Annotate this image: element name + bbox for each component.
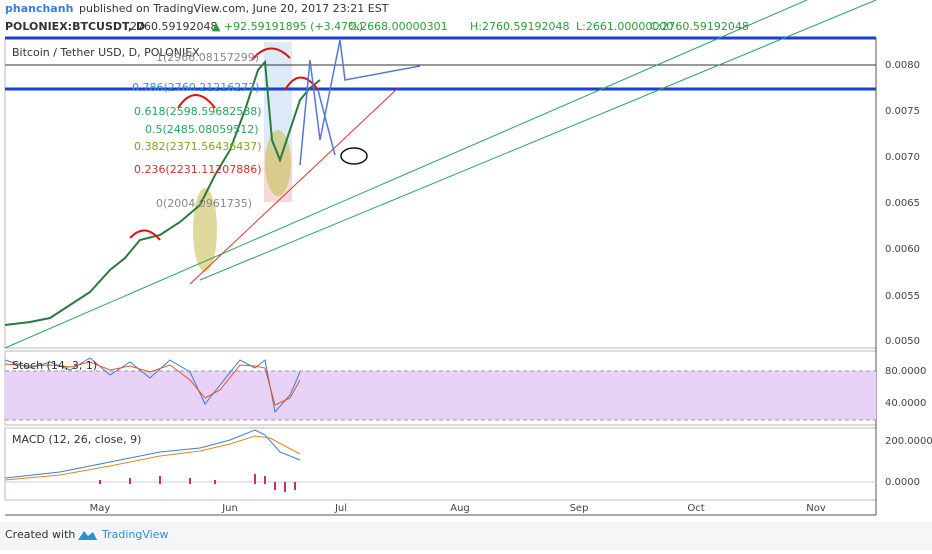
fib-label: 0.5(2485.08059512) (145, 123, 259, 136)
high: H:2760.59192048 (470, 20, 569, 33)
fib-label: 0.786(2760.21216277) (132, 81, 260, 94)
price: 2760.59192048 (130, 20, 217, 33)
symbol: POLONIEX:BTCUSDT, D (5, 20, 145, 33)
price-axis-label: 0.0060 (885, 244, 920, 255)
price-axis-label: 0.0080 (885, 60, 920, 71)
panel-title: Stoch (14, 3, 1) (12, 359, 97, 372)
stoch-axis-label: 40.0000 (885, 398, 926, 409)
stoch-k (4, 357, 301, 414)
logo (78, 531, 97, 540)
macd-line (4, 429, 301, 479)
fib-label: 0(2004.0961735) (156, 197, 252, 210)
fib-label: 0.236(2231.11207886) (134, 163, 262, 176)
projection-arrow (317, 89, 336, 156)
time-label: Jul (334, 503, 347, 514)
stoch-d (4, 361, 301, 406)
footer (0, 522, 932, 550)
time-label: Jun (221, 503, 238, 514)
author[interactable]: phanchanh (5, 2, 73, 15)
time-label: May (90, 503, 111, 514)
fib-label: 0.618(2598.59682588) (134, 105, 262, 118)
histogram (99, 474, 296, 492)
open: O:2668.00000301 (348, 20, 448, 33)
fib-label: 1(2966.08157299) (156, 51, 259, 64)
price-axis-label: 0.0050 (885, 336, 920, 347)
panel-title: Bitcoin / Tether USD, D, POLONIEX (12, 46, 200, 59)
time-label: Sep (570, 503, 589, 514)
annotation-circle (340, 147, 368, 165)
low: L:2661.00000000 (576, 20, 673, 33)
fib-label: 0.382(2371.56436437) (134, 140, 262, 153)
panel-title: MACD (12, 26, close, 9) (12, 433, 141, 446)
trend-line (199, 0, 877, 281)
annotation-arc (129, 47, 319, 241)
footer-brand[interactable]: TradingView (101, 528, 168, 541)
time-label: Oct (687, 503, 704, 514)
ellipse (193, 188, 217, 272)
time-label: Nov (806, 503, 826, 514)
close: C:2760.59192048 (650, 20, 749, 33)
price-path (4, 59, 321, 326)
trend-line (189, 87, 399, 285)
price-axis-label: 0.0065 (885, 198, 920, 209)
trend-line (4, 0, 809, 349)
projection-arrow (299, 39, 421, 166)
macd-axis-label: 0.0000 (885, 477, 920, 488)
price-axis-label: 0.0075 (885, 106, 920, 117)
macd-axis-label: 200.0000 (885, 436, 932, 447)
time-label: Aug (450, 503, 470, 514)
stoch-band (5, 371, 876, 420)
stoch-axis-label: 80.0000 (885, 366, 926, 377)
price-axis-label: 0.0055 (885, 291, 920, 302)
published: published on TradingView.com, June 20, 2… (79, 2, 389, 15)
footer-created: Created with (5, 528, 75, 541)
signal-line (4, 435, 301, 481)
change: ▲ +92.59191895 (+3.47%) (212, 20, 363, 33)
price-axis-label: 0.0070 (885, 152, 920, 163)
